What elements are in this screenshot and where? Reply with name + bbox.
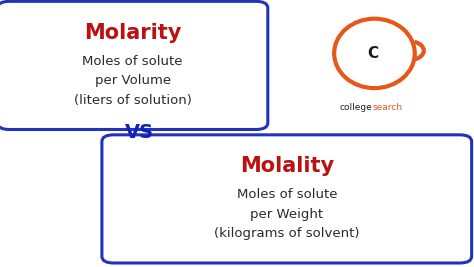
Text: Moles of solute
per Weight
(kilograms of solvent): Moles of solute per Weight (kilograms of… — [214, 188, 359, 240]
FancyBboxPatch shape — [0, 1, 268, 129]
Text: VS: VS — [125, 123, 155, 142]
Text: college: college — [339, 103, 372, 112]
Text: Molality: Molality — [240, 156, 334, 176]
Text: C: C — [367, 46, 378, 61]
FancyBboxPatch shape — [102, 135, 472, 263]
Text: search: search — [372, 103, 402, 112]
Text: Moles of solute
per Volume
(liters of solution): Moles of solute per Volume (liters of so… — [74, 55, 191, 107]
Text: Molarity: Molarity — [84, 23, 182, 43]
